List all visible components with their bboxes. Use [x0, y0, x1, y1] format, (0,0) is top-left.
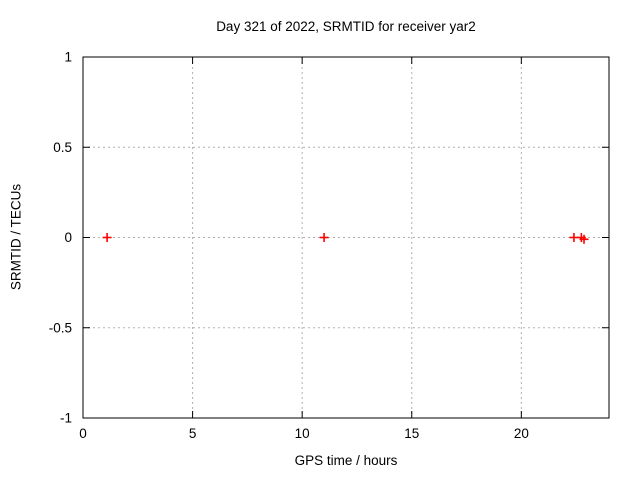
- x-tick-label: 10: [295, 426, 310, 441]
- plot-border: [82, 56, 610, 419]
- x-tick-label: 0: [79, 426, 87, 441]
- chart-title: Day 321 of 2022, SRMTID for receiver yar…: [216, 19, 476, 34]
- y-tick-label: 1: [64, 50, 72, 65]
- y-tick-label: 0.5: [53, 140, 72, 155]
- y-tick-label: -1: [60, 411, 72, 426]
- x-axis-title: GPS time / hours: [294, 453, 398, 468]
- x-tick-label: 15: [404, 426, 419, 441]
- y-tick-label: -0.5: [49, 320, 72, 335]
- y-tick-label: 0: [64, 230, 72, 245]
- x-tick-label: 20: [514, 426, 529, 441]
- x-tick-label: 5: [189, 426, 197, 441]
